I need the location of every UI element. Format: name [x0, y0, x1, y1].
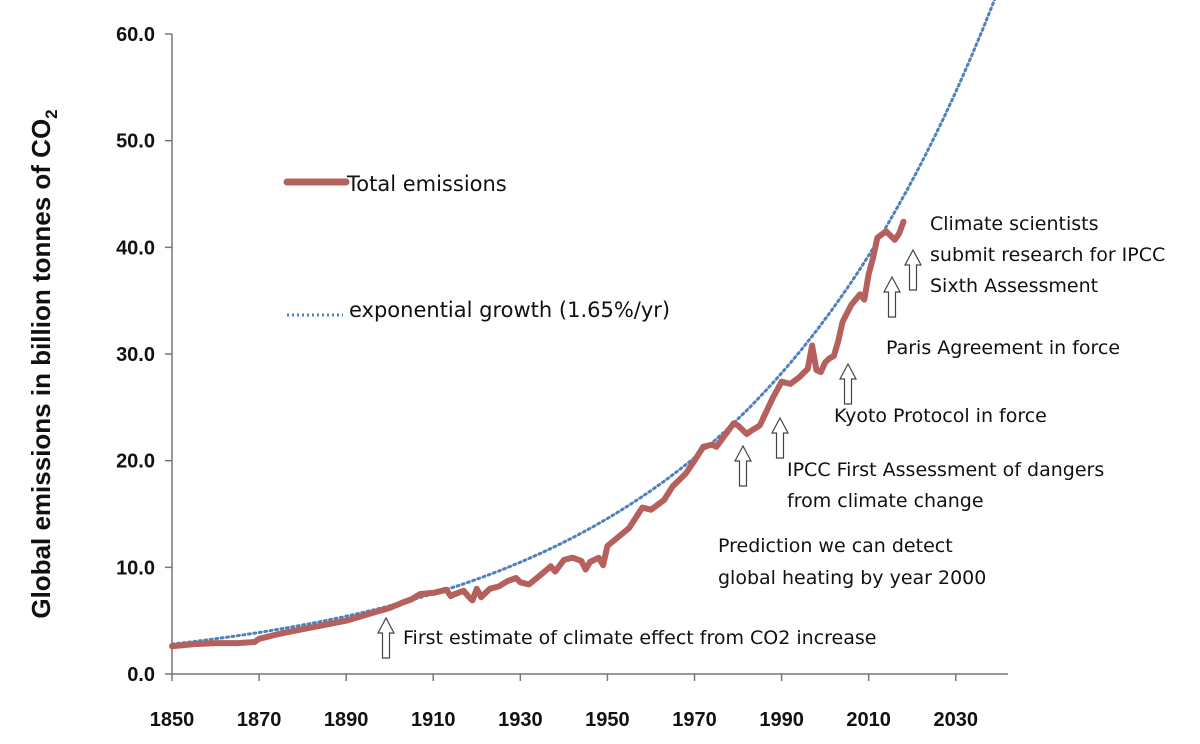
y-tick-label: 60.0: [116, 24, 155, 46]
y-tick-label: 30.0: [116, 344, 155, 366]
y-tick-label: 50.0: [116, 131, 155, 153]
x-tick-label: 2010: [846, 709, 891, 731]
y-axis-label: Global emissions in billion tonnes of CO…: [26, 109, 61, 618]
series-layer: [169, 0, 996, 650]
annotation-line: submit research for IPCC: [930, 244, 1165, 266]
annotation-line: First estimate of climate effect from CO…: [403, 627, 876, 649]
annotation-layer: First estimate of climate effect from CO…: [377, 213, 1165, 659]
y-axis-label-subscript: 2: [42, 109, 61, 118]
annotation-prediction-detect: Prediction we can detect global heating …: [718, 444, 986, 589]
arrow-up-icon: [734, 444, 752, 487]
arrow-up-icon: [377, 616, 395, 659]
annotation-line: Sixth Assessment: [930, 275, 1098, 297]
annotation-ipcc-first: IPCC First Assessment of dangers from cl…: [771, 416, 1104, 512]
annotation-paris: Paris Agreement in force: [883, 275, 1120, 359]
x-tick-label: 1930: [498, 709, 543, 731]
annotation-line: IPCC First Assessment of dangers: [787, 459, 1104, 481]
x-tick-label: 1950: [585, 709, 630, 731]
annotation-line: Prediction we can detect: [718, 535, 953, 557]
annotation-line: Climate scientists: [930, 213, 1099, 235]
y-tick-label: 10.0: [116, 557, 155, 579]
x-tick-label: 1850: [150, 709, 195, 731]
annotation-first-estimate: First estimate of climate effect from CO…: [377, 616, 876, 659]
arrow-up-icon: [883, 275, 901, 318]
legend-label-total-emissions: Total emissions: [346, 172, 507, 196]
annotation-line: from climate change: [787, 490, 984, 512]
annotation-kyoto: Kyoto Protocol in force: [834, 362, 1047, 427]
annotation-ipcc-sixth: Climate scientists submit research for I…: [904, 213, 1165, 297]
arrow-up-icon: [839, 362, 857, 405]
legend-label-exponential-growth: exponential growth (1.65%/yr): [349, 298, 670, 322]
x-tick-label: 2030: [934, 709, 979, 731]
series-line-total-emissions: [169, 218, 907, 650]
annotation-line: Paris Agreement in force: [886, 337, 1120, 359]
series-line-exponential-growth: [170, 0, 996, 646]
y-tick-label: 20.0: [116, 451, 155, 473]
arrow-up-icon: [771, 416, 789, 459]
arrow-up-icon: [904, 248, 922, 291]
y-tick-label: 40.0: [116, 237, 155, 259]
y-axis-label-text: Global emissions in billion tonnes of CO: [26, 119, 56, 619]
x-tick-label: 1910: [411, 709, 456, 731]
x-tick-label: 1870: [237, 709, 282, 731]
y-tick-label: 0.0: [127, 664, 155, 686]
chart-ticks: 0.0 10.0 20.0 30.0 40.0 50.0 60.0 1850 1870 1890 1…: [116, 24, 978, 731]
x-tick-label: 1990: [759, 709, 804, 731]
x-tick-label: 1970: [672, 709, 717, 731]
annotation-line: global heating by year 2000: [718, 567, 986, 589]
chart-legend: Total emissions exponential growth (1.65…: [283, 172, 670, 322]
x-tick-label: 1890: [324, 709, 369, 731]
annotation-line: Kyoto Protocol in force: [834, 405, 1047, 427]
